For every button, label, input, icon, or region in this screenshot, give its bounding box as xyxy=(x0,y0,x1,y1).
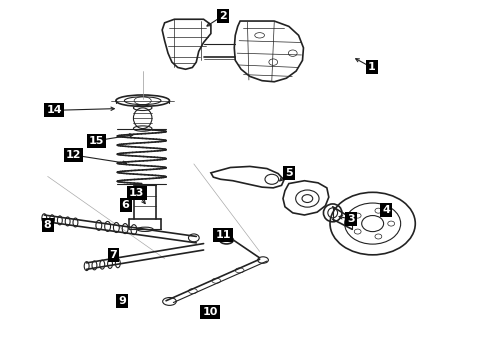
Text: 14: 14 xyxy=(46,105,62,115)
Text: 2: 2 xyxy=(219,11,227,21)
Text: 9: 9 xyxy=(118,296,126,306)
Text: 8: 8 xyxy=(44,220,51,230)
Text: 7: 7 xyxy=(110,250,117,260)
Text: 4: 4 xyxy=(382,205,390,215)
Text: 12: 12 xyxy=(66,150,81,160)
Text: 6: 6 xyxy=(122,200,129,210)
Text: 10: 10 xyxy=(202,307,218,317)
Text: 13: 13 xyxy=(129,188,145,198)
Text: 5: 5 xyxy=(285,168,293,178)
Text: 15: 15 xyxy=(89,136,104,146)
Text: 1: 1 xyxy=(368,63,375,72)
Text: 3: 3 xyxy=(347,214,355,224)
Text: 11: 11 xyxy=(215,230,231,240)
